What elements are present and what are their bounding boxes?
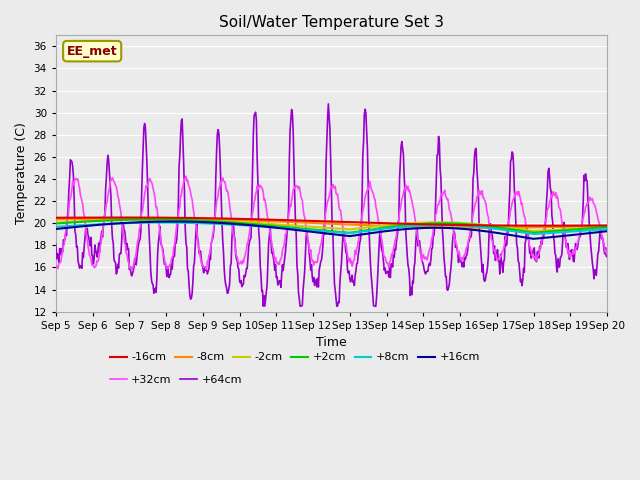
+16cm <box>198 219 205 225</box>
-8cm <box>173 216 181 221</box>
+32cm <box>603 251 611 257</box>
-16cm <box>198 215 205 221</box>
-8cm <box>554 224 562 230</box>
-16cm <box>539 223 547 228</box>
-16cm <box>324 218 332 224</box>
-8cm <box>603 223 611 229</box>
+16cm <box>530 236 538 242</box>
+64cm <box>173 236 180 242</box>
Line: +2cm: +2cm <box>56 219 607 233</box>
+64cm <box>196 248 204 254</box>
-16cm <box>554 223 562 228</box>
+32cm <box>129 267 136 273</box>
+8cm <box>554 229 562 235</box>
+32cm <box>324 197 332 203</box>
+2cm <box>324 228 332 234</box>
+64cm <box>324 101 332 107</box>
-2cm <box>530 228 538 234</box>
-2cm <box>554 227 562 233</box>
-16cm <box>603 223 611 228</box>
+16cm <box>324 231 332 237</box>
+8cm <box>530 231 538 237</box>
+16cm <box>169 218 177 224</box>
+8cm <box>378 226 385 232</box>
+64cm <box>324 116 332 121</box>
+32cm <box>198 263 206 268</box>
+16cm <box>554 234 562 240</box>
Line: +64cm: +64cm <box>56 104 607 306</box>
-8cm <box>198 216 205 222</box>
+8cm <box>159 220 167 226</box>
+8cm <box>432 222 440 228</box>
+2cm <box>198 218 205 224</box>
+16cm <box>432 225 440 231</box>
+2cm <box>603 224 611 230</box>
Line: -16cm: -16cm <box>56 217 607 226</box>
X-axis label: Time: Time <box>316 336 347 349</box>
-16cm <box>432 222 440 228</box>
-8cm <box>432 224 440 230</box>
-2cm <box>378 223 385 228</box>
+16cm <box>173 219 181 225</box>
-2cm <box>324 225 332 231</box>
+32cm <box>52 263 60 268</box>
+64cm <box>52 241 60 247</box>
-2cm <box>152 217 160 223</box>
+8cm <box>324 228 332 234</box>
+8cm <box>603 226 611 232</box>
-16cm <box>378 220 385 226</box>
Line: +32cm: +32cm <box>56 176 607 270</box>
+2cm <box>52 221 60 227</box>
+2cm <box>346 230 354 236</box>
+32cm <box>173 218 181 224</box>
+32cm <box>554 197 562 203</box>
-2cm <box>198 217 205 223</box>
+64cm <box>603 254 611 260</box>
+2cm <box>148 216 156 222</box>
-2cm <box>432 219 440 225</box>
+8cm <box>198 220 205 226</box>
+64cm <box>433 177 440 183</box>
-16cm <box>116 215 124 220</box>
+32cm <box>378 238 386 243</box>
+2cm <box>433 220 440 226</box>
-2cm <box>52 220 60 226</box>
Line: +8cm: +8cm <box>56 223 607 234</box>
+16cm <box>378 229 385 235</box>
-8cm <box>378 223 385 228</box>
+16cm <box>52 226 60 232</box>
Line: +16cm: +16cm <box>56 221 607 239</box>
+16cm <box>603 228 611 234</box>
+2cm <box>173 217 181 223</box>
-8cm <box>482 225 490 230</box>
-2cm <box>173 217 181 223</box>
+64cm <box>259 303 267 309</box>
-16cm <box>173 215 181 221</box>
Y-axis label: Temperature (C): Temperature (C) <box>15 122 28 225</box>
Line: -8cm: -8cm <box>56 218 607 228</box>
-2cm <box>603 224 611 230</box>
-16cm <box>52 215 60 221</box>
+32cm <box>433 211 440 216</box>
+8cm <box>52 224 60 230</box>
Text: EE_met: EE_met <box>67 45 118 58</box>
+32cm <box>182 173 190 179</box>
-8cm <box>324 221 332 227</box>
-8cm <box>52 216 60 222</box>
-8cm <box>138 216 145 221</box>
Legend: +32cm, +64cm: +32cm, +64cm <box>106 370 246 389</box>
+64cm <box>554 256 562 262</box>
Title: Soil/Water Temperature Set 3: Soil/Water Temperature Set 3 <box>219 15 444 30</box>
+2cm <box>378 225 386 231</box>
+2cm <box>554 228 562 234</box>
Line: -2cm: -2cm <box>56 220 607 231</box>
+8cm <box>173 220 181 226</box>
+64cm <box>378 248 386 253</box>
